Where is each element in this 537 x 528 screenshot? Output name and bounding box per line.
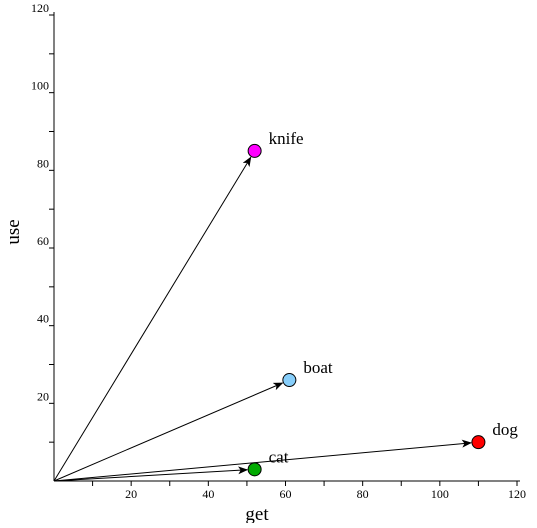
point-cat [247, 462, 262, 477]
point-dog [471, 435, 486, 450]
x-tick-label: 100 [431, 487, 449, 501]
point-label-boat: boat [303, 358, 333, 377]
y-tick-label: 80 [37, 156, 49, 170]
y-tick-label: 100 [31, 79, 49, 93]
y-tick-label: 20 [37, 389, 49, 403]
x-tick-label: 120 [508, 487, 526, 501]
y-tick-label: 40 [37, 312, 49, 326]
x-axis-title: get [245, 504, 269, 523]
x-tick-label: 20 [125, 487, 137, 501]
vector-dog [53, 439, 472, 482]
x-tick-label: 80 [357, 487, 369, 501]
point-label-cat: cat [269, 447, 289, 466]
vectors [53, 156, 472, 482]
point-boat [282, 373, 297, 388]
y-axis-title: use [3, 219, 24, 244]
vector-knife [53, 156, 252, 482]
y-tick-label: 120 [31, 1, 49, 15]
y-tick-label: 60 [37, 234, 49, 248]
vector-cat [53, 466, 249, 482]
point-knife [247, 143, 262, 158]
vector-boat [53, 382, 284, 482]
point-label-knife: knife [269, 129, 304, 148]
x-tick-label: 40 [202, 487, 214, 501]
x-tick-label: 60 [280, 487, 292, 501]
points: knife boat cat dog [247, 129, 518, 477]
axes: 20 40 60 80 100 120 20 40 60 80 100 120 [31, 1, 526, 501]
point-label-dog: dog [492, 420, 518, 439]
